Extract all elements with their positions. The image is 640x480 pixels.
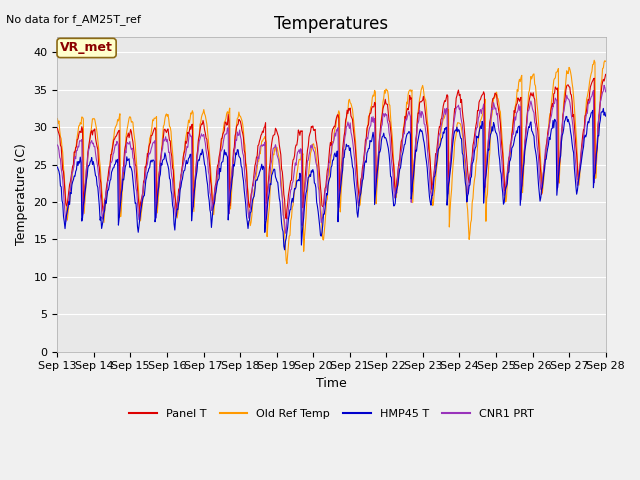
Text: VR_met: VR_met (60, 41, 113, 54)
Title: Temperatures: Temperatures (275, 15, 388, 33)
Y-axis label: Temperature (C): Temperature (C) (15, 144, 28, 245)
X-axis label: Time: Time (316, 377, 347, 390)
Legend: Panel T, Old Ref Temp, HMP45 T, CNR1 PRT: Panel T, Old Ref Temp, HMP45 T, CNR1 PRT (125, 404, 538, 423)
Text: No data for f_AM25T_ref: No data for f_AM25T_ref (6, 14, 141, 25)
